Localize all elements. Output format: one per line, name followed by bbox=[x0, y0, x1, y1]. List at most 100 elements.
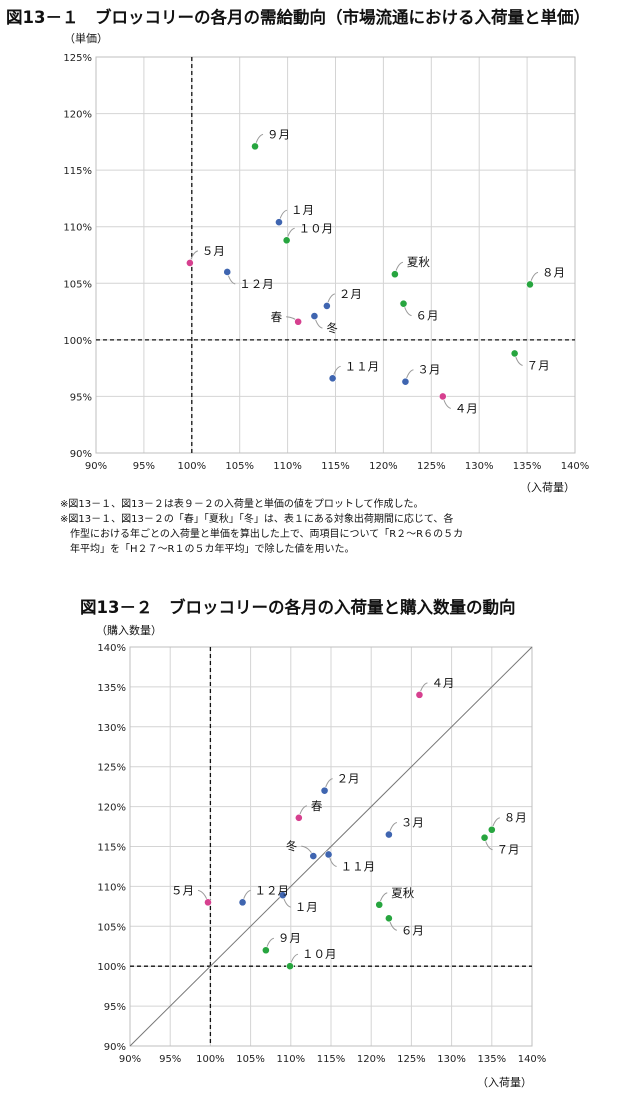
chart2-point-label: ９月 bbox=[278, 931, 301, 945]
chart1-title: 図13－１ ブロッコリーの各月の需給動向（市場流通における入荷量と単価） bbox=[6, 8, 590, 27]
chart1-y-tick: 110% bbox=[63, 223, 92, 234]
chart2-y-tick: 95% bbox=[104, 1002, 126, 1013]
chart2-point-8 bbox=[487, 825, 496, 834]
chart1-point-label: 春 bbox=[271, 310, 283, 324]
chart2-point-label: ６月 bbox=[401, 923, 424, 937]
chart1-point-14 bbox=[390, 270, 399, 279]
chart1-point-3 bbox=[401, 377, 410, 386]
chart1-x-tick: 140% bbox=[561, 461, 590, 472]
chart1-point-label: １２月 bbox=[239, 277, 274, 291]
chart1-x-tick: 120% bbox=[369, 461, 398, 472]
chart2-x-tick: 110% bbox=[277, 1054, 306, 1065]
chart2-point-5 bbox=[204, 898, 212, 907]
chart1-point-13 bbox=[294, 317, 303, 326]
chart2-point-15 bbox=[309, 852, 318, 860]
chart1-point-label: ６月 bbox=[416, 309, 439, 323]
chart2-x-tick: 125% bbox=[397, 1054, 426, 1065]
chart2-point-4 bbox=[415, 690, 424, 699]
chart1-point-12 bbox=[223, 268, 232, 276]
chart2-y-tick: 90% bbox=[104, 1042, 126, 1053]
chart1-point-label: 夏秋 bbox=[407, 255, 430, 269]
chart2-y-tick: 115% bbox=[97, 843, 126, 854]
chart2-point-label: ５月 bbox=[171, 883, 194, 897]
chart1-point-8 bbox=[526, 280, 534, 289]
chart2-y-tick: 110% bbox=[97, 882, 126, 893]
chart1-plot-frame bbox=[95, 56, 576, 454]
chart2-x-tick: 120% bbox=[357, 1054, 386, 1065]
chart2-point-label: １月 bbox=[295, 900, 318, 914]
chart2-point-label: １０月 bbox=[302, 947, 337, 961]
note-1: ※図13－１、図13－２は表９－２の入荷量と単価の値をプロットして作成した。 bbox=[60, 499, 424, 510]
chart1-point-6 bbox=[399, 299, 408, 308]
chart2-x-tick: 100% bbox=[196, 1054, 225, 1065]
chart1-point-label: ８月 bbox=[542, 265, 565, 279]
chart2-y-tick: 140% bbox=[97, 643, 126, 654]
chart1-x-tick: 135% bbox=[513, 461, 542, 472]
chart1-x-tick: 125% bbox=[417, 461, 446, 472]
chart1-x-tick: 100% bbox=[178, 461, 207, 472]
chart1-point-1 bbox=[275, 218, 283, 227]
note-4: 年平均」を「H２７～R１の５カ年平均」で除した値を用いた。 bbox=[70, 544, 355, 555]
chart2-point-label: 冬 bbox=[286, 839, 298, 853]
chart2-y-tick: 105% bbox=[97, 922, 126, 933]
chart1-point-5 bbox=[185, 259, 194, 267]
chart1-point-10 bbox=[282, 236, 291, 245]
chart1-y-tick: 100% bbox=[63, 336, 92, 347]
note-3: 作型における年ごとの入荷量と単価を算出した上で、両項目について「R２～R６の５カ bbox=[70, 529, 464, 540]
chart2-x-axis-label: （入荷量） bbox=[477, 1076, 532, 1089]
chart2-point-11 bbox=[324, 850, 333, 859]
chart2-point-label: １１月 bbox=[341, 859, 376, 873]
chart1-y-tick: 95% bbox=[70, 392, 92, 403]
chart2-point-12 bbox=[238, 898, 247, 907]
chart2-point-9 bbox=[261, 946, 270, 955]
chart1-point-label: 冬 bbox=[326, 321, 338, 335]
chart2-point-label: ３月 bbox=[401, 816, 424, 830]
chart2-y-tick: 125% bbox=[97, 763, 126, 774]
chart2-y-tick: 120% bbox=[97, 803, 126, 814]
note-2: ※図13－１、図13－２の「春」「夏秋」「冬」は、表１にある対象出荷期間に応じて… bbox=[60, 514, 454, 525]
chart2-point-14 bbox=[375, 900, 384, 909]
chart2-x-tick: 95% bbox=[159, 1054, 181, 1065]
chart2-point-2 bbox=[320, 786, 329, 795]
chart1-point-label: ２月 bbox=[339, 287, 362, 301]
chart1-y-axis-label: （単価） bbox=[64, 31, 108, 45]
chart1-point-label: ４月 bbox=[455, 401, 478, 415]
chart2-plot-frame bbox=[129, 646, 533, 1047]
chart2-point-label: １２月 bbox=[255, 883, 290, 897]
chart2-point-3 bbox=[384, 830, 393, 839]
chart1-y-tick: 120% bbox=[63, 110, 92, 121]
chart2-x-tick: 105% bbox=[236, 1054, 265, 1065]
chart2-point-10 bbox=[286, 962, 294, 971]
chart1-y-tick: 90% bbox=[70, 449, 92, 460]
chart1-point-label: １０月 bbox=[299, 221, 334, 235]
chart2-point-label: ７月 bbox=[497, 843, 520, 857]
chart2-x-tick: 130% bbox=[437, 1054, 466, 1065]
chart1-point-4 bbox=[438, 392, 447, 401]
chart1-point-label: ９月 bbox=[267, 127, 290, 141]
chart2-x-tick: 115% bbox=[317, 1054, 346, 1065]
chart1-point-9 bbox=[251, 142, 259, 151]
chart2-y-tick: 130% bbox=[97, 723, 126, 734]
chart1-x-tick: 115% bbox=[321, 461, 350, 472]
chart2-point-label: ２月 bbox=[337, 772, 360, 786]
chart1-x-tick: 90% bbox=[85, 461, 107, 472]
chart2-point-label: 夏秋 bbox=[391, 886, 414, 900]
chart1-x-tick: 110% bbox=[273, 461, 302, 472]
chart1-point-2 bbox=[322, 302, 331, 310]
chart1-point-label: ７月 bbox=[527, 358, 550, 372]
chart1-x-axis-label: （入荷量） bbox=[520, 481, 575, 494]
chart2-y-tick: 100% bbox=[97, 962, 126, 973]
chart2-point-label: ８月 bbox=[504, 811, 527, 825]
chart2-point-13 bbox=[294, 813, 303, 822]
chart2-point-label: ４月 bbox=[431, 676, 454, 690]
chart2-y-tick: 135% bbox=[97, 683, 126, 694]
chart2-point-label: 春 bbox=[311, 799, 323, 813]
chart1-point-label: １月 bbox=[291, 203, 314, 217]
chart1-x-tick: 130% bbox=[465, 461, 494, 472]
chart2-x-tick: 135% bbox=[478, 1054, 507, 1065]
chart1-x-tick: 105% bbox=[225, 461, 254, 472]
chart1-point-15 bbox=[310, 312, 319, 320]
chart2-title: 図13－２ ブロッコリーの各月の入荷量と購入数量の動向 bbox=[80, 598, 516, 617]
chart1-point-label: １１月 bbox=[345, 359, 380, 373]
chart1-y-tick: 115% bbox=[63, 166, 92, 177]
